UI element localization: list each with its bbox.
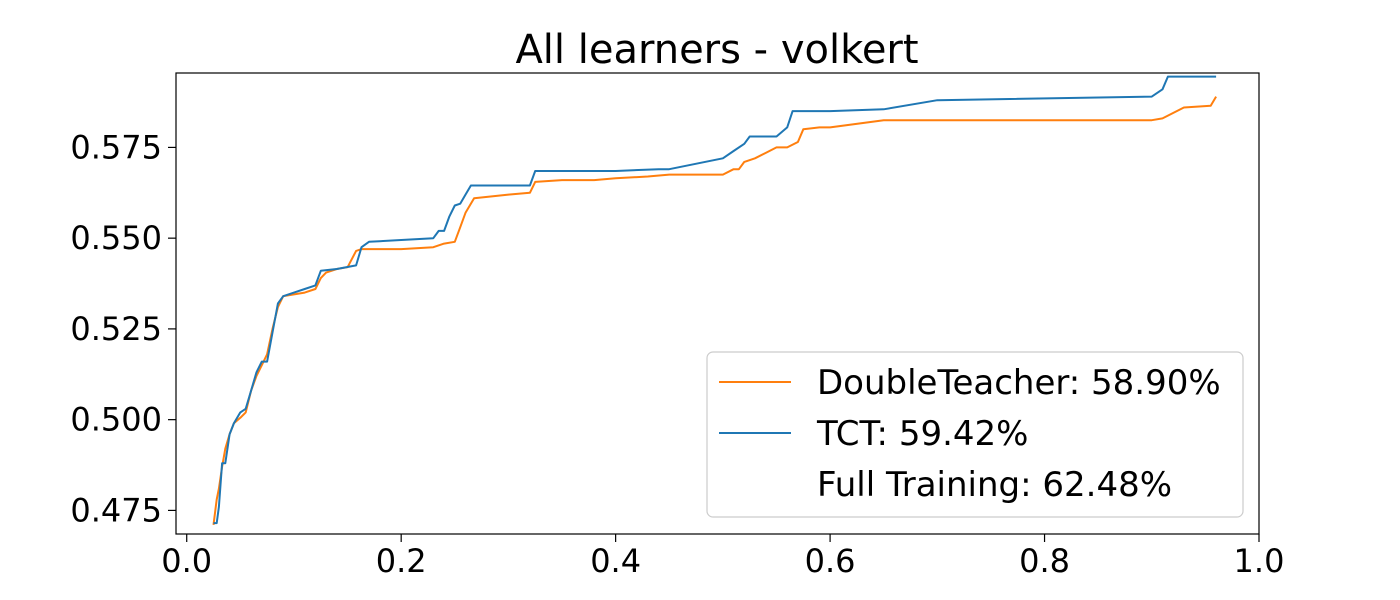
y-tick-label: 0.575 xyxy=(70,128,162,166)
legend: DoubleTeacher: 58.90% TCT: 59.42% Full Tra… xyxy=(706,351,1244,518)
y-tick-label: 0.500 xyxy=(70,401,162,439)
y-axis: 0.475 0.500 0.525 0.550 0.575 xyxy=(70,128,176,529)
series-line-1 xyxy=(213,75,1217,525)
y-tick-label: 0.475 xyxy=(70,491,162,529)
legend-label-0: DoubleTeacher: 58.90% xyxy=(817,363,1221,403)
legend-label-2: Full Training: 62.48% xyxy=(817,465,1172,505)
x-axis: 0.0 0.2 0.4 0.6 0.8 1.0 xyxy=(161,534,1284,580)
legend-box xyxy=(706,351,1244,518)
x-tick-label: 0.0 xyxy=(161,542,212,580)
x-tick-label: 0.2 xyxy=(376,542,427,580)
y-tick-label: 0.525 xyxy=(70,310,162,348)
x-tick-label: 1.0 xyxy=(1234,542,1285,580)
plot-area-frame xyxy=(175,72,1260,535)
series-layer xyxy=(212,75,1217,526)
legend-label-1: TCT: 59.42% xyxy=(816,414,1028,454)
x-tick-label: 0.4 xyxy=(590,542,641,580)
y-tick-label: 0.550 xyxy=(70,219,162,257)
chart-title: All learners - volkert xyxy=(515,27,918,73)
x-tick-label: 0.8 xyxy=(1019,542,1070,580)
x-tick-label: 0.6 xyxy=(805,542,856,580)
